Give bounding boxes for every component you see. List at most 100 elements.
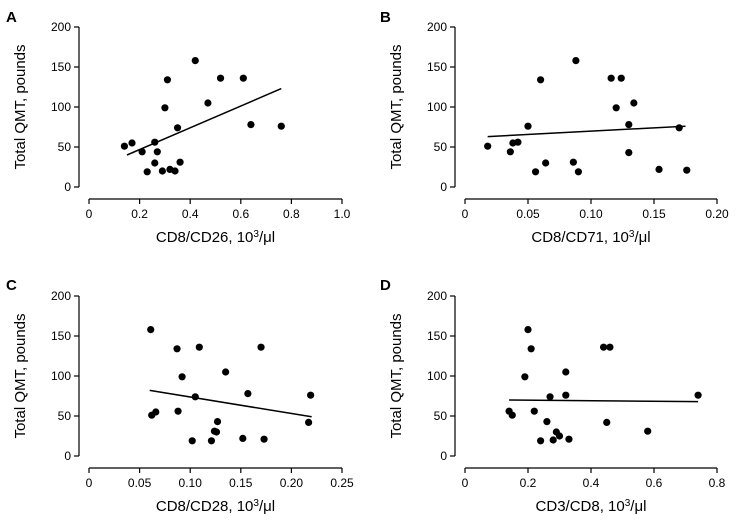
x-axis-title-b: CD8/CD71, 103/μl [531, 229, 650, 247]
y-tick-label-c: 200 [51, 289, 71, 303]
y-tick-label-a: 50 [58, 140, 72, 154]
data-point-a [171, 167, 179, 175]
data-point-a [143, 168, 151, 176]
data-point-b [625, 149, 633, 157]
x-tick-label-d: 0.2 [520, 476, 537, 490]
data-point-d [521, 373, 529, 381]
data-point-b [524, 122, 532, 130]
x-axis-title-c: CD8/CD28, 103/μl [156, 498, 275, 516]
data-point-a [239, 74, 247, 82]
y-tick-label-c: 0 [64, 449, 71, 463]
data-point-d [600, 343, 608, 351]
data-point-c [152, 408, 160, 416]
panel-letter-c: C [6, 277, 17, 294]
panel-letter-d: D [380, 277, 391, 294]
panel-b: B 0 50 100 150 200 0 0.05 0.10 0.15 0.20 Total QMT,… [380, 9, 729, 246]
y-tick-label-b: 50 [434, 140, 448, 154]
data-point-a [163, 76, 172, 84]
data-point-d [562, 391, 570, 399]
x-tick-label-b: 0.05 [516, 207, 540, 221]
data-point-d [530, 407, 538, 415]
data-point-d [546, 393, 554, 401]
data-point-a [204, 99, 212, 107]
y-tick-label-d: 50 [434, 409, 448, 423]
data-point-d [644, 427, 652, 435]
data-point-a [128, 139, 136, 147]
data-point-b [617, 74, 625, 82]
x-tick-label-c: 0.20 [280, 476, 304, 490]
y-axis-title-c: Total QMT, pounds [12, 313, 29, 438]
data-point-a [151, 138, 159, 146]
x-tick-label-a: 0.2 [131, 207, 148, 221]
y-tick-label-a: 100 [51, 100, 71, 114]
data-point-b [514, 138, 522, 146]
data-point-d [537, 437, 545, 445]
x-tick-label-d: 0.8 [709, 476, 726, 490]
data-point-a [176, 158, 184, 166]
data-point-b [655, 165, 663, 173]
data-point-c [222, 368, 230, 376]
data-point-d [555, 432, 564, 440]
y-tick-label-c: 150 [51, 329, 71, 343]
data-point-c [195, 343, 203, 351]
data-point-d [527, 345, 535, 353]
data-point-c [207, 437, 216, 445]
data-point-a [153, 148, 161, 156]
data-point-b [572, 57, 580, 65]
data-point-c [178, 373, 186, 381]
data-point-c [147, 326, 155, 334]
data-point-c [260, 435, 268, 443]
data-point-a [120, 142, 129, 150]
panel-a: A 0 50 100 150 200 0 0.2 0.4 0.6 0.8 1.0 Total QMT, … [6, 9, 351, 246]
data-point-c [213, 418, 222, 426]
trend-line-c [149, 389, 312, 418]
y-tick-label-c: 50 [58, 409, 72, 423]
data-point-b [574, 168, 583, 176]
data-point-a [138, 148, 146, 156]
data-point-c [191, 393, 199, 401]
y-tick-label-b: 150 [427, 60, 447, 74]
data-point-b [683, 166, 691, 174]
x-tick-label-b: 0.15 [642, 207, 666, 221]
data-point-c [239, 434, 247, 442]
x-tick-label-c: 0.15 [229, 476, 253, 490]
y-tick-label-b: 0 [440, 180, 447, 194]
data-point-b [607, 74, 615, 82]
data-point-c [174, 407, 182, 415]
x-axis-title-d: CD3/CD8, 103/μl [536, 498, 647, 516]
y-tick-label-b: 200 [427, 20, 447, 34]
x-tick-label-a: 0.4 [182, 207, 199, 221]
panel-c: C 0 50 100 150 200 0 0.05 0.10 0.15 0.20 0.25 Total … [6, 277, 354, 515]
y-tick-label-c: 100 [51, 369, 71, 383]
data-point-b [542, 159, 550, 167]
x-tick-label-d: 0.4 [583, 476, 600, 490]
data-point-a [216, 74, 225, 82]
x-tick-label-c: 0 [86, 476, 93, 490]
x-tick-label-d: 0.6 [646, 476, 663, 490]
y-tick-label-a: 0 [64, 180, 71, 194]
y-tick-label-b: 100 [427, 100, 447, 114]
data-point-d [562, 368, 570, 376]
data-point-a [173, 124, 182, 132]
x-tick-label-a: 0.8 [283, 207, 300, 221]
x-tick-label-a: 0.6 [232, 207, 249, 221]
x-tick-label-a: 1.0 [334, 207, 351, 221]
data-point-c [257, 343, 265, 351]
data-point-d [603, 418, 611, 426]
x-tick-label-a: 0 [86, 207, 93, 221]
panel-d: D 0 50 100 150 200 0 0.2 0.4 0.6 0.8 Total QMT, pou… [380, 277, 726, 515]
trend-line-b [487, 125, 686, 138]
data-point-d [694, 391, 702, 399]
data-point-b [630, 99, 638, 107]
data-point-d [565, 435, 573, 443]
data-point-d [524, 326, 532, 334]
y-axis-title-a: Total QMT, pounds [12, 44, 29, 169]
data-point-a [191, 57, 199, 65]
trend-line-a [126, 87, 282, 156]
data-point-d [508, 411, 516, 419]
data-point-a [158, 167, 166, 175]
data-point-b [612, 104, 620, 112]
data-point-b [675, 124, 683, 132]
data-point-b [569, 158, 577, 166]
